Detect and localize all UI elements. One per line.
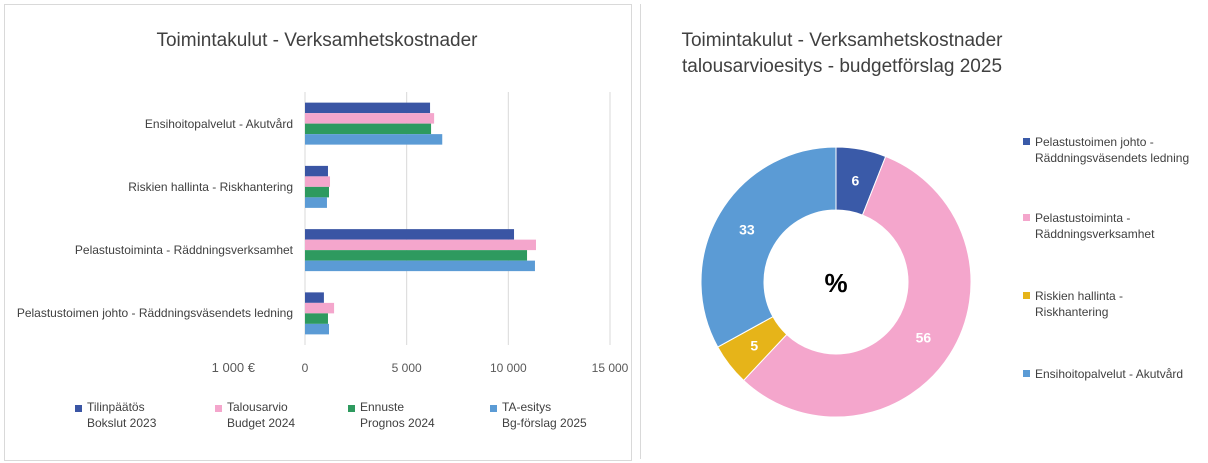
legend-swatch [75,405,82,412]
legend-swatch [1023,138,1030,145]
legend-label: Pelastustoiminta - Räddningsverksamhet [1035,211,1155,241]
legend-label: Pelastustoimen johto - Räddningsväsendet… [1035,135,1190,165]
category-text: Riskien hallinta - Riskhantering [128,179,293,194]
legend-swatch [490,405,497,412]
legend-label: Talousarvio Budget 2024 [227,400,296,430]
bar [305,313,328,324]
bar [305,229,515,240]
category-text: Ensihoitopalvelut - Akutvård [144,116,293,131]
x-tick-label: 5 000 [392,361,422,375]
legend-swatch [1023,214,1030,221]
donut-title: Toimintakulut - Verksamhetskostnader tal… [681,30,1003,77]
bar [305,260,535,272]
bar [305,186,329,198]
left-panel [4,4,632,461]
x-tick-label: 15 000 [592,361,629,375]
bar [305,165,328,177]
x-axis-label: 1 000 € [212,360,256,375]
category-label: Pelastustoimen johto - Räddningsväsendet… [10,297,293,329]
bar [305,102,431,114]
bar [305,176,331,187]
legend-swatch [215,405,222,412]
bar [305,292,324,303]
legend-swatch [348,405,355,412]
right-panel [640,4,1208,459]
x-tick-label: 0 [302,361,309,375]
bar [305,323,329,335]
legend-swatch [1023,370,1030,377]
legend-label: Tilinpäätös Bokslut 2023 [87,400,157,430]
legend-label: Ensihoitopalvelut - Akutvård [1035,367,1184,381]
category-label: Ensihoitopalvelut - Akutvård [10,108,293,140]
category-text: Pelastustoiminta - Räddningsverksamhet [74,243,293,258]
bar [305,250,528,261]
legend-label: TA-esitys Bg-förslag 2025 [502,400,587,430]
legend-swatch [1023,292,1030,299]
bar [305,123,432,135]
bar [305,239,536,251]
bar [305,113,435,124]
category-label: Riskien hallinta - Riskhantering [10,171,293,203]
data-label: 33 [739,221,755,237]
data-label: 6 [851,172,859,188]
category-label: Pelastustoiminta - Räddningsverksamhet [10,234,293,266]
legend-label: Riskien hallinta - Riskhantering [1035,289,1124,319]
x-tick-label: 10 000 [490,361,527,375]
bar [305,134,443,145]
donut-slice [742,155,972,418]
bar [305,197,327,208]
legend-label: Ennuste Prognos 2024 [360,400,435,430]
bar-title: Toimintakulut - Verksamhetskostnader [156,30,478,51]
bar [305,302,335,314]
data-label: 5 [750,337,758,353]
data-label: 56 [916,329,932,345]
center-label: % [824,268,847,298]
donut-slice [700,146,837,348]
category-text: Pelastustoimen johto - Räddningsväsendet… [16,306,293,321]
